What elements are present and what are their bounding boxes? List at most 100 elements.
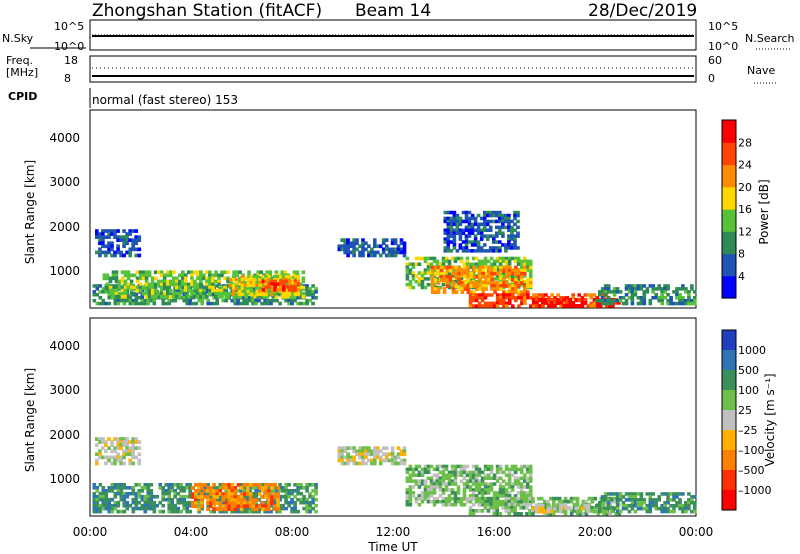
- power-cell: [595, 296, 600, 300]
- power-cell: [461, 240, 466, 244]
- power-cell: [270, 282, 274, 286]
- power-cell: [165, 282, 170, 287]
- velocity-cell: [98, 452, 102, 457]
- velocity-cell: [453, 491, 458, 495]
- power-cell: [678, 296, 682, 300]
- velocity-cell: [122, 494, 127, 499]
- power-cell: [396, 250, 401, 255]
- velocity-cell: [305, 483, 309, 487]
- velocity-cell: [113, 486, 118, 490]
- power-cell: [483, 293, 488, 297]
- power-cell: [162, 276, 167, 281]
- power-cell: [258, 283, 262, 288]
- velocity-cell: [627, 498, 632, 502]
- velocity-colorbar-tick: 25: [738, 404, 752, 417]
- velocity-cell: [146, 506, 151, 511]
- velocity-cell: [441, 488, 446, 492]
- velocity-cell: [513, 512, 517, 516]
- power-cell: [504, 259, 509, 264]
- power-cell: [523, 290, 527, 294]
- power-cell: [343, 244, 347, 249]
- power-cell: [502, 298, 506, 303]
- velocity-cell: [272, 497, 276, 502]
- velocity-cell: [651, 504, 655, 508]
- velocity-cell: [447, 494, 452, 498]
- power-cell: [490, 278, 494, 282]
- velocity-cell: [107, 503, 112, 508]
- power-cell: [184, 285, 188, 290]
- velocity-cell: [104, 455, 108, 460]
- velocity-cell: [308, 491, 312, 496]
- power-cell: [627, 296, 632, 300]
- power-cell: [150, 291, 155, 296]
- power-cell: [498, 256, 503, 261]
- power-cell: [244, 294, 248, 299]
- power-cell: [390, 241, 395, 246]
- noise-right-tick-top: 10^5: [708, 20, 738, 33]
- velocity-cell: [278, 494, 282, 499]
- power-cell: [690, 298, 694, 303]
- power-cell: [508, 268, 512, 273]
- velocity-cell: [559, 506, 563, 511]
- velocity-cell: [212, 486, 216, 490]
- velocity-cell: [513, 509, 517, 513]
- power-cell: [135, 276, 140, 281]
- velocity-cell: [414, 479, 419, 483]
- power-cell: [284, 289, 289, 294]
- velocity-cell: [255, 498, 259, 502]
- power-cell: [465, 259, 470, 264]
- velocity-cell: [609, 498, 614, 502]
- power-cell: [153, 282, 158, 287]
- power-cell: [517, 268, 521, 273]
- power-cell: [538, 296, 542, 300]
- power-cell: [152, 301, 157, 306]
- power-cell: [485, 234, 490, 238]
- velocity-cell: [519, 488, 524, 492]
- power-cell: [488, 219, 493, 224]
- power-cell: [420, 282, 425, 287]
- power-cell: [393, 253, 398, 258]
- power-cell: [443, 240, 448, 244]
- power-cell: [285, 279, 289, 284]
- power-cell: [98, 284, 103, 288]
- power-cell: [156, 282, 161, 287]
- velocity-cell: [444, 503, 449, 507]
- power-cell: [146, 301, 151, 306]
- velocity-cell: [426, 491, 431, 495]
- velocity-cell: [164, 483, 168, 487]
- velocity-cell: [462, 485, 467, 489]
- velocity-cell: [381, 452, 386, 457]
- velocity-cell: [426, 467, 431, 472]
- power-cell: [504, 225, 508, 230]
- velocity-cell: [483, 476, 488, 480]
- velocity-cell: [522, 476, 527, 480]
- velocity-cell: [104, 497, 109, 502]
- power-cell: [449, 222, 454, 227]
- power-cell: [651, 296, 655, 300]
- velocity-cell: [537, 503, 542, 508]
- velocity-cell: [287, 503, 291, 508]
- power-cell: [511, 268, 515, 273]
- velocity-cell: [537, 506, 542, 511]
- velocity-cell: [251, 498, 256, 502]
- power-cell: [128, 238, 132, 242]
- power-cell: [627, 290, 632, 294]
- power-cell: [468, 262, 473, 266]
- power-cell: [502, 290, 506, 294]
- power-cell: [467, 222, 472, 227]
- velocity-cell: [122, 497, 127, 502]
- velocity-cell: [278, 497, 282, 502]
- power-cell: [513, 213, 517, 218]
- velocity-cell: [269, 491, 273, 496]
- velocity-cell: [581, 499, 586, 504]
- power-cell: [263, 298, 267, 303]
- velocity-cell: [468, 512, 473, 516]
- power-cell: [504, 256, 509, 261]
- velocity-cell: [179, 486, 183, 490]
- power-cell: [519, 259, 524, 264]
- power-cell: [367, 250, 371, 255]
- power-cell: [95, 250, 99, 255]
- power-cell: [104, 250, 108, 255]
- power-cell: [175, 285, 179, 290]
- velocity-cell: [492, 497, 497, 501]
